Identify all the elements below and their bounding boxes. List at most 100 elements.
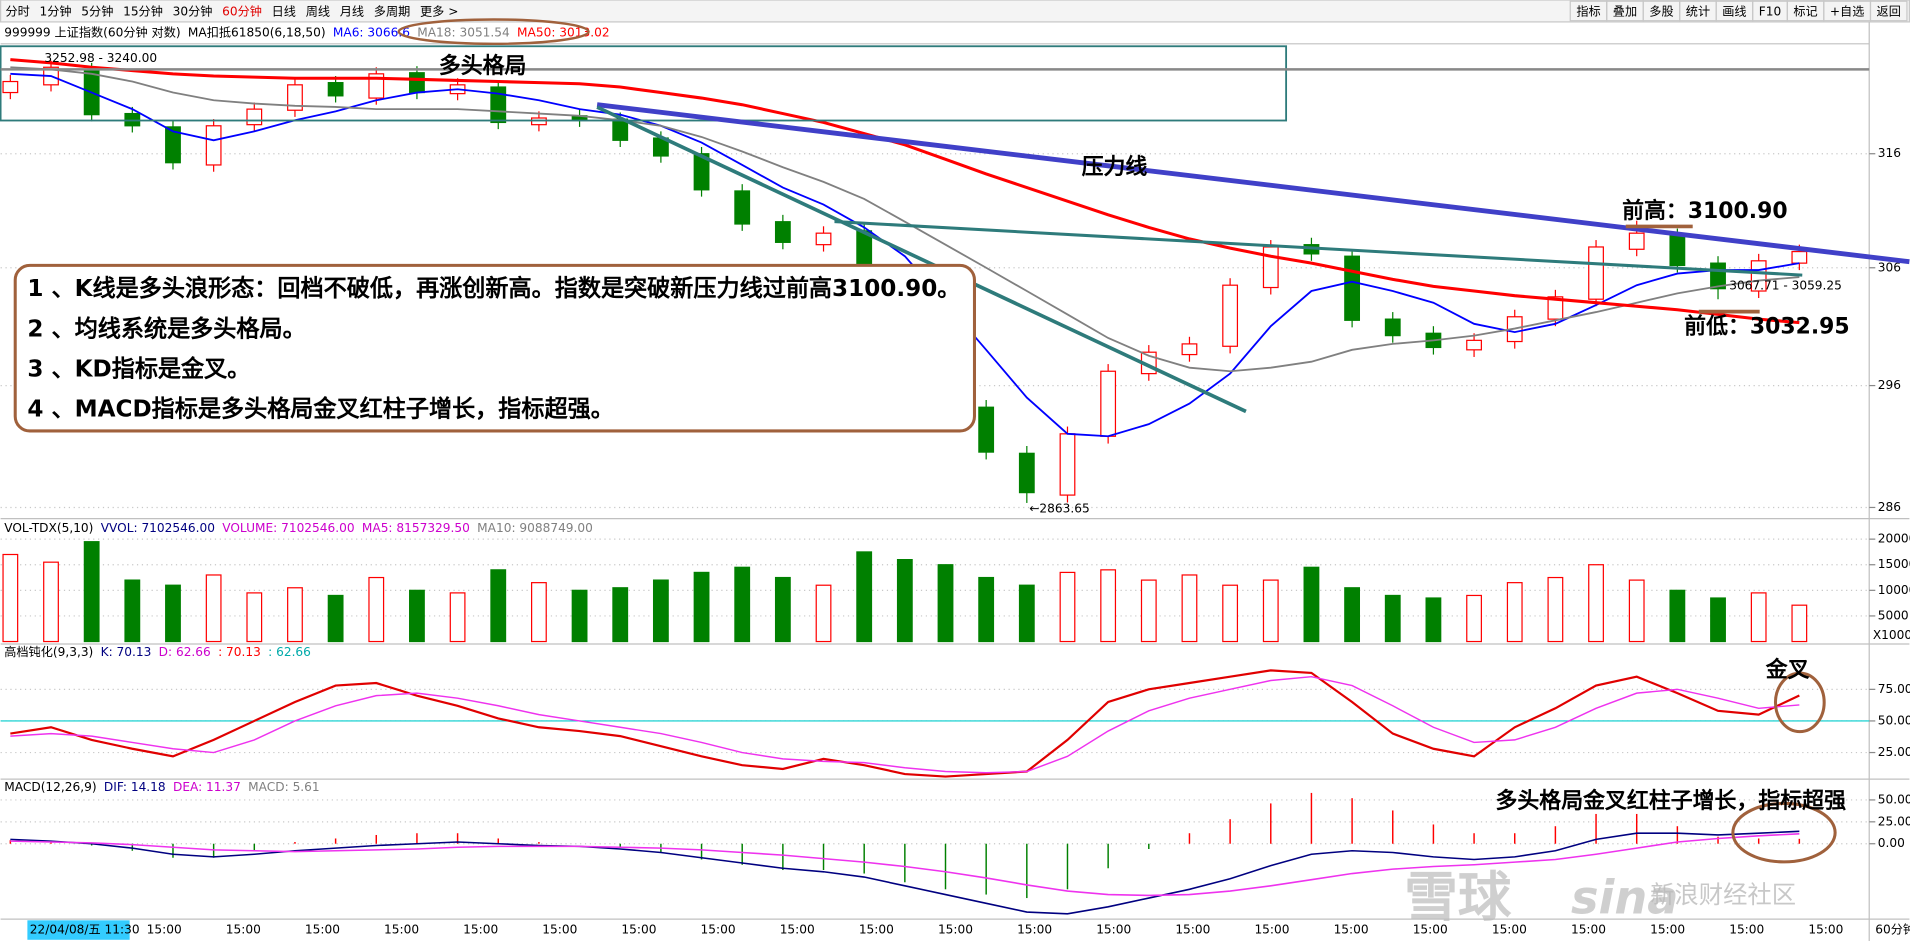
tool-button[interactable]: 指标 xyxy=(1576,4,1600,19)
period-button[interactable]: 30分钟 xyxy=(173,4,213,19)
volume-bar xyxy=(165,584,181,643)
legend-item: MA6: 3066.6 xyxy=(333,25,410,39)
annotation: 多头格局 xyxy=(439,53,527,79)
x-tick-label: 15:00 xyxy=(147,923,182,937)
candle-body xyxy=(368,73,385,99)
candle-body xyxy=(409,72,425,94)
series-line xyxy=(10,72,1800,438)
candle-body xyxy=(2,80,19,94)
volume-bar xyxy=(612,587,629,643)
volume-bar xyxy=(124,579,141,643)
corner-label: 60分钟 xyxy=(1875,922,1910,937)
legend-item: 999999 上证指数(60分钟 对数) xyxy=(4,24,180,39)
toolbar xyxy=(0,0,1910,23)
tool-button[interactable]: 标记 xyxy=(1793,5,1817,19)
volume-bar xyxy=(693,571,710,643)
y-tick-label: 5000 xyxy=(1878,608,1909,622)
candle-body xyxy=(1384,318,1401,337)
volume-bar xyxy=(1506,582,1523,643)
note: 4 、MACD指标是多头格局金叉红柱子增长，指标超强。 xyxy=(27,396,613,423)
price-label: 3252.98 - 3240.00 xyxy=(44,51,157,65)
y-tick-label: 10000 xyxy=(1878,583,1910,597)
trend-line xyxy=(596,105,1247,414)
x-tick-label: 15:00 xyxy=(1808,923,1843,937)
series-line xyxy=(10,675,1800,774)
candle-body xyxy=(693,153,710,191)
x-tick-label: 15:00 xyxy=(1492,923,1527,937)
tool-button[interactable]: 返回 xyxy=(1877,5,1901,19)
tool-button[interactable]: 叠加 xyxy=(1613,5,1637,19)
period-button[interactable]: 5分钟 xyxy=(81,4,113,19)
candle-body xyxy=(978,406,995,453)
period-button[interactable]: 月线 xyxy=(340,5,364,19)
period-button[interactable]: 日线 xyxy=(272,5,296,19)
legend-item: : 62.66 xyxy=(268,645,311,659)
period-button[interactable]: 60分钟 xyxy=(222,4,262,19)
x-tick-label: 15:00 xyxy=(384,923,419,937)
legend-item: MACD(12,26,9) xyxy=(4,780,96,794)
candle-body xyxy=(1222,284,1239,347)
volume-bar xyxy=(205,574,222,643)
annotation: 压力线 xyxy=(1082,154,1148,180)
volume-bar xyxy=(1262,579,1279,643)
volume-bar xyxy=(652,579,669,643)
candle-body xyxy=(1588,246,1604,300)
x-tick-label: 15:00 xyxy=(542,923,577,937)
x-tick-label: 15:00 xyxy=(701,923,736,937)
x-tick-label: 15:00 xyxy=(780,923,815,937)
period-button[interactable]: 1分钟 xyxy=(40,4,72,19)
volume-bar xyxy=(368,576,385,643)
candle-body xyxy=(1100,370,1117,437)
volume-bar xyxy=(1588,564,1604,643)
candle-body xyxy=(774,221,791,243)
legend-item: MA50: 3013.02 xyxy=(517,25,610,39)
candle-body xyxy=(1466,339,1482,351)
candle-body xyxy=(205,125,222,166)
watermark: sina xyxy=(1571,870,1679,924)
y-tick-label: 0.00 xyxy=(1878,836,1905,850)
x-tick-label: 15:00 xyxy=(463,923,498,937)
y-tick-label: 75.00 xyxy=(1878,682,1910,696)
candle-body xyxy=(734,190,751,225)
watermark: 新浪财经社区 xyxy=(1650,880,1796,909)
volume-bar xyxy=(43,561,59,643)
candle-body xyxy=(1669,234,1686,267)
x-tick-label: 15:00 xyxy=(1096,923,1131,937)
volume-bar xyxy=(531,582,547,643)
y-tick-label: 306 xyxy=(1878,260,1901,274)
candle-body xyxy=(1018,452,1035,494)
legend-item: VOL-TDX(5,10) xyxy=(4,521,93,535)
legend-item: MA10: 9088749.00 xyxy=(477,521,593,535)
tool-button[interactable]: 画线 xyxy=(1722,5,1746,19)
series-line xyxy=(10,830,1800,915)
volume-bar xyxy=(1100,569,1117,643)
tool-button[interactable]: 多股 xyxy=(1649,5,1673,19)
legend-item: MACD: 5.61 xyxy=(248,780,319,794)
volume-bar xyxy=(2,553,19,643)
legend-item: VVOL: 7102546.00 xyxy=(101,521,215,535)
volume-bar xyxy=(856,551,873,643)
candle-body xyxy=(1547,296,1564,320)
volume-bar xyxy=(1140,579,1157,643)
tool-button[interactable]: F10 xyxy=(1759,5,1781,19)
volume-bar xyxy=(409,589,425,643)
volume-bar xyxy=(1059,571,1076,643)
period-button[interactable]: 多周期 xyxy=(374,5,410,19)
price-label: ←2863.65 xyxy=(1029,501,1089,515)
legend-item: 高档钝化(9,3,3) xyxy=(4,644,93,659)
x-tick-label: 15:00 xyxy=(1175,923,1210,937)
volume-bar xyxy=(287,587,303,643)
volume-bar xyxy=(1547,576,1564,643)
period-button[interactable]: 更多 > xyxy=(420,5,458,19)
period-button[interactable]: 周线 xyxy=(306,5,330,19)
period-button[interactable]: 分时 xyxy=(5,5,29,19)
candle-body xyxy=(1628,232,1645,250)
candle-body xyxy=(490,86,507,124)
y-tick-label: 316 xyxy=(1878,146,1901,160)
candle-body xyxy=(246,108,263,126)
period-button[interactable]: 15分钟 xyxy=(123,4,163,19)
x-tick-label: 22/04/08/五 11:30 xyxy=(30,923,140,937)
tool-button[interactable]: +自选 xyxy=(1830,5,1864,19)
tool-button[interactable]: 统计 xyxy=(1686,5,1710,19)
